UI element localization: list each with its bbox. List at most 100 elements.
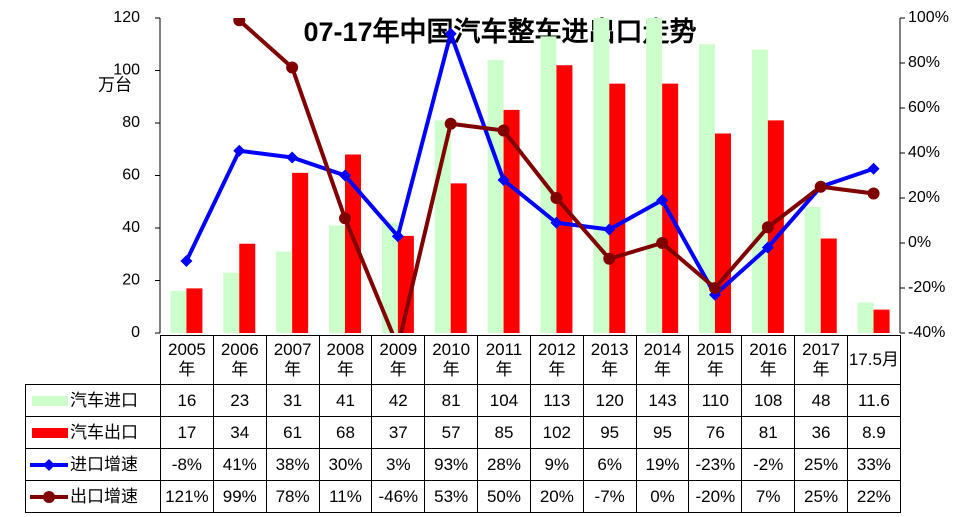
category-label: 2012年 bbox=[529, 335, 584, 385]
legend-label: 进口增速 bbox=[70, 454, 138, 474]
category-label: 2009年 bbox=[371, 335, 426, 385]
bar bbox=[170, 291, 187, 333]
table-value: 16 bbox=[160, 384, 214, 417]
table-value: 25% bbox=[794, 480, 848, 513]
marker bbox=[339, 212, 351, 225]
y-tick-label: 40 bbox=[122, 219, 140, 236]
marker bbox=[339, 169, 351, 182]
table-value: 6% bbox=[582, 448, 637, 481]
legend-swatch bbox=[32, 396, 68, 407]
y-tick-label: 100 bbox=[113, 62, 140, 79]
legend-entry: 汽车出口 bbox=[25, 416, 161, 449]
bar bbox=[223, 272, 240, 333]
table-value: 95 bbox=[635, 416, 690, 449]
swatch bbox=[32, 428, 68, 439]
legend-swatch bbox=[30, 491, 68, 504]
y2-tick-label: 0% bbox=[908, 234, 931, 251]
table-value: 41% bbox=[212, 448, 267, 481]
series-row: 汽车出口 17 34 61 68 37 57 85 102 95 95 76 81 36 8.9 bbox=[25, 416, 901, 449]
table-value: 8.9 bbox=[846, 416, 901, 449]
series-row: 汽车进口 16 23 31 41 42 81 104 113 120 143 110 108 48 11.6 bbox=[25, 384, 901, 417]
table-value: -20% bbox=[688, 480, 743, 513]
table-value: 41 bbox=[318, 384, 373, 417]
table-value: 7% bbox=[741, 480, 796, 513]
table-value: 81 bbox=[424, 384, 479, 417]
legend-label: 出口增速 bbox=[70, 486, 138, 506]
marker bbox=[286, 61, 299, 74]
swatch bbox=[43, 459, 55, 472]
table-value: 57 bbox=[424, 416, 479, 449]
table-value: 3% bbox=[371, 448, 426, 481]
bar bbox=[503, 109, 520, 333]
legend-swatch bbox=[32, 428, 68, 439]
bar bbox=[857, 302, 874, 333]
marker bbox=[709, 282, 721, 294]
table-value: 17 bbox=[160, 416, 214, 449]
legend-swatch bbox=[30, 459, 68, 472]
marker bbox=[233, 144, 246, 157]
category-label: 2015年 bbox=[688, 335, 743, 385]
y2-tick-label: -40% bbox=[908, 324, 945, 341]
y2-tick-label: 60% bbox=[908, 99, 940, 116]
y2-tick-label: 40% bbox=[908, 144, 940, 161]
legend-label: 汽车进口 bbox=[70, 390, 138, 410]
marker bbox=[286, 151, 299, 164]
category-label: 2007年 bbox=[265, 335, 320, 385]
table-value: 19% bbox=[635, 448, 690, 481]
table-value: 22% bbox=[846, 480, 901, 513]
table-value: 30% bbox=[318, 448, 373, 481]
y-tick-label: 0 bbox=[131, 324, 140, 341]
table-value: 11.6 bbox=[846, 384, 901, 417]
bar bbox=[715, 133, 731, 333]
table-value: 113 bbox=[529, 384, 584, 417]
bar bbox=[292, 172, 309, 333]
table-value: 108 bbox=[741, 384, 796, 417]
table-value: 37 bbox=[371, 416, 426, 449]
table-value: 104 bbox=[477, 384, 531, 417]
table-value: 48 bbox=[794, 384, 848, 417]
table-value: -7% bbox=[582, 480, 637, 513]
y-tick-label: 60 bbox=[122, 167, 140, 184]
table-value: 85 bbox=[477, 416, 531, 449]
y2-tick-label: 100% bbox=[908, 9, 949, 26]
line bbox=[184, 27, 875, 298]
bar bbox=[450, 183, 467, 333]
bar bbox=[276, 251, 293, 333]
bar bbox=[556, 65, 573, 333]
bar bbox=[699, 44, 715, 333]
marker bbox=[867, 187, 880, 200]
bar bbox=[767, 120, 784, 333]
table-value: -8% bbox=[160, 448, 214, 481]
bar bbox=[381, 222, 398, 333]
legend-entry: 汽车进口 bbox=[25, 384, 161, 417]
marker bbox=[550, 216, 563, 229]
blank-cell bbox=[25, 335, 161, 385]
table-value: 38% bbox=[265, 448, 320, 481]
table-value: 0% bbox=[635, 480, 690, 513]
y-tick-label: 120 bbox=[113, 9, 140, 26]
category-label: 2013年 bbox=[582, 335, 637, 385]
table-value: 25% bbox=[794, 448, 848, 481]
table-value: 31 bbox=[265, 384, 320, 417]
marker bbox=[444, 117, 457, 130]
table-value: 33% bbox=[846, 448, 901, 481]
marker bbox=[656, 194, 669, 207]
swatch bbox=[32, 396, 68, 407]
marker bbox=[814, 180, 827, 193]
table-value: 81 bbox=[741, 416, 796, 449]
bar bbox=[239, 243, 256, 333]
table-value: 95 bbox=[582, 416, 637, 449]
table-value: 28% bbox=[477, 448, 531, 481]
table-value: 42 bbox=[371, 384, 426, 417]
bar bbox=[186, 288, 203, 333]
bar bbox=[593, 18, 610, 333]
marker bbox=[550, 192, 563, 204]
table-value: 53% bbox=[424, 480, 479, 513]
legend-label: 汽车出口 bbox=[70, 422, 138, 442]
table-value: 102 bbox=[529, 416, 584, 449]
category-label: 2014年 bbox=[635, 335, 690, 385]
table-value: -23% bbox=[688, 448, 743, 481]
table-value: 120 bbox=[582, 384, 637, 417]
marker bbox=[761, 241, 774, 254]
